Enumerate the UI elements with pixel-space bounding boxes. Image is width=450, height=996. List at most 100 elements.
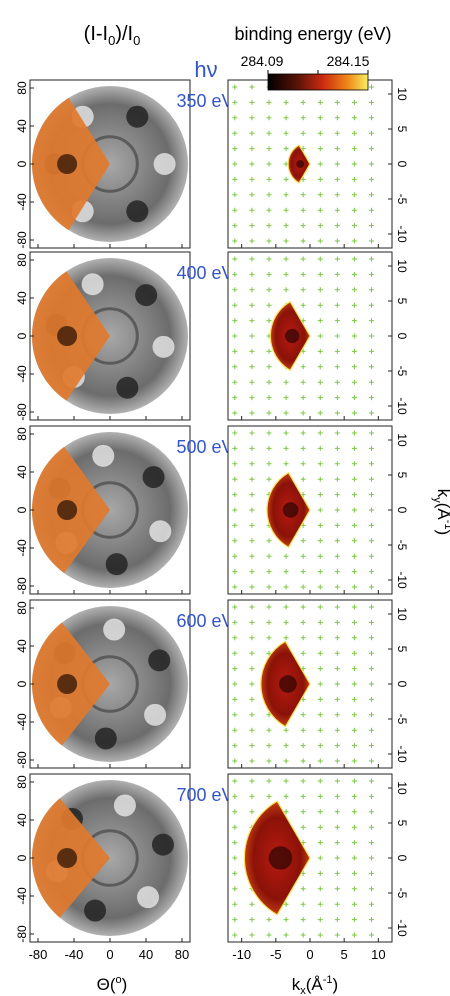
y-tick-label-right: -5	[395, 714, 409, 725]
y-tick-label-right: -5	[395, 540, 409, 551]
y-tick-label-right: -5	[395, 194, 409, 205]
lattice-cross	[369, 146, 374, 152]
lattice-cross	[232, 302, 238, 308]
y-tick-label-right: 10	[395, 259, 409, 273]
lattice-cross	[369, 302, 374, 308]
y-tick-label-left: 80	[15, 427, 29, 441]
lattice-cross	[369, 238, 374, 244]
lattice-cross	[249, 130, 255, 136]
energy-label: 400 eV	[176, 263, 233, 283]
lattice-cross	[300, 901, 306, 907]
lattice-cross	[351, 840, 357, 846]
pattern-spot	[116, 376, 139, 399]
lattice-cross	[334, 207, 340, 213]
pattern-spot	[103, 618, 126, 641]
lattice-cross	[266, 410, 272, 416]
lattice-cross	[369, 619, 374, 625]
lattice-cross	[317, 809, 323, 815]
overlay-spot	[57, 154, 78, 174]
lattice-cross	[249, 635, 255, 641]
lattice-cross	[351, 223, 357, 229]
y-tick-label-right: -10	[395, 745, 409, 763]
lattice-cross	[317, 604, 323, 610]
pattern-spot	[137, 886, 160, 909]
lattice-cross	[300, 379, 306, 385]
lattice-cross	[351, 650, 357, 656]
lattice-cross	[317, 743, 323, 749]
lattice-cross	[232, 538, 238, 544]
lattice-cross	[334, 743, 340, 749]
map-spot	[282, 502, 299, 518]
lattice-cross	[351, 584, 357, 590]
lattice-cross	[317, 522, 323, 528]
y-tick-label-right: -5	[395, 366, 409, 377]
lattice-cross	[300, 238, 306, 244]
lattice-cross	[232, 333, 238, 339]
lattice-cross	[334, 461, 340, 467]
lattice-cross	[249, 492, 255, 498]
lattice-cross	[249, 161, 255, 167]
lattice-cross	[351, 727, 357, 733]
lattice-cross	[266, 115, 272, 121]
lattice-cross	[249, 522, 255, 528]
y-tick-label-left: 40	[15, 119, 29, 133]
x-tick-label-right: -10	[232, 947, 251, 962]
lattice-cross	[232, 569, 238, 575]
lattice-cross	[249, 778, 255, 784]
lattice-cross	[317, 161, 323, 167]
lattice-cross	[351, 256, 357, 262]
lattice-cross	[249, 743, 255, 749]
lattice-cross	[249, 223, 255, 229]
lattice-cross	[369, 161, 374, 167]
lattice-cross	[351, 238, 357, 244]
pattern-spot	[81, 273, 104, 296]
lattice-cross	[369, 256, 374, 262]
lattice-cross	[266, 917, 272, 923]
lattice-cross	[300, 635, 306, 641]
lattice-cross	[283, 727, 289, 733]
lattice-cross	[334, 318, 340, 324]
y-tick-label-right: -10	[395, 397, 409, 415]
lattice-cross	[300, 302, 306, 308]
lattice-cross	[283, 395, 289, 401]
lattice-cross	[283, 99, 289, 105]
lattice-cross	[334, 176, 340, 182]
lattice-cross	[283, 461, 289, 467]
lattice-cross	[369, 712, 374, 718]
lattice-cross	[300, 223, 306, 229]
lattice-cross	[334, 840, 340, 846]
lattice-cross	[283, 619, 289, 625]
lattice-cross	[369, 855, 374, 861]
lattice-cross	[317, 302, 323, 308]
lattice-cross	[369, 870, 374, 876]
lattice-cross	[351, 333, 357, 339]
lattice-cross	[232, 476, 238, 482]
lattice-cross	[317, 569, 323, 575]
lattice-cross	[369, 932, 374, 938]
overlay-spot	[57, 500, 78, 520]
lattice-cross	[249, 256, 255, 262]
x-tick-label-left: -40	[65, 947, 84, 962]
lattice-cross	[334, 115, 340, 121]
lattice-cross	[266, 712, 272, 718]
lattice-cross	[283, 379, 289, 385]
lattice-cross	[317, 758, 323, 764]
pattern-spot	[92, 444, 115, 467]
y-tick-label-left: 0	[15, 332, 29, 339]
lattice-cross	[266, 476, 272, 482]
lattice-cross	[232, 430, 238, 436]
lattice-cross	[300, 604, 306, 610]
lattice-cross	[283, 793, 289, 799]
lattice-cross	[300, 430, 306, 436]
lattice-cross	[317, 507, 323, 513]
lattice-cross	[317, 870, 323, 876]
lattice-cross	[334, 271, 340, 277]
lattice-cross	[283, 115, 289, 121]
lattice-cross	[249, 207, 255, 213]
x-tick-label-right: 0	[306, 947, 313, 962]
lattice-cross	[283, 917, 289, 923]
lattice-cross	[369, 130, 374, 136]
lattice-cross	[351, 932, 357, 938]
lattice-cross	[232, 130, 238, 136]
lattice-cross	[232, 584, 238, 590]
